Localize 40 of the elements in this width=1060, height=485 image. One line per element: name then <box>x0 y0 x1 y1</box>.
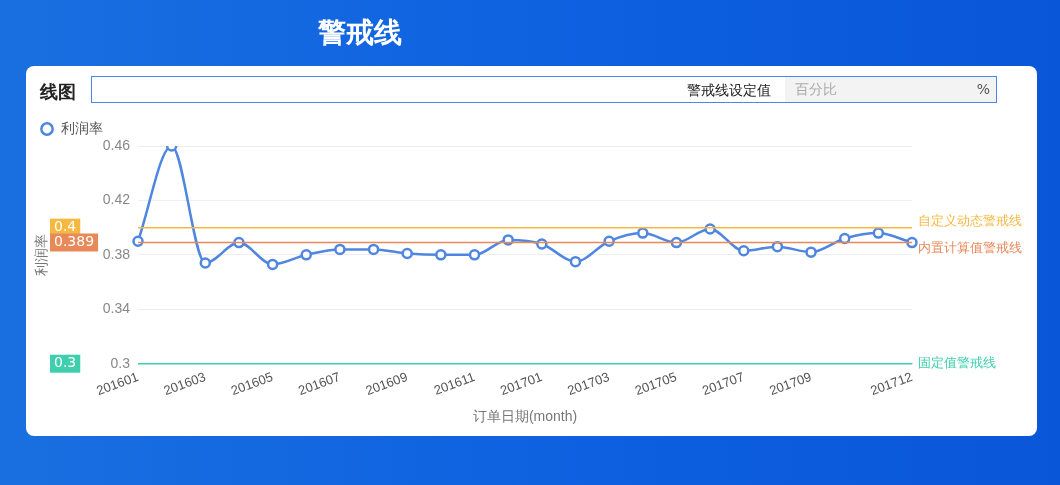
point <box>637 227 649 239</box>
y-tick-label: 0.46 <box>102 136 131 153</box>
point <box>300 249 313 261</box>
chart-title: 警戒线 <box>317 15 403 51</box>
y-tick-label: 0.42 <box>102 191 131 208</box>
input-field: 警戒线设定值 百分比 % <box>91 76 997 103</box>
point <box>199 257 212 269</box>
point <box>805 246 817 258</box>
point <box>569 255 582 268</box>
y-tick-label: 0.34 <box>102 300 131 317</box>
x-axis-title: 订单日期(month) <box>472 408 578 425</box>
x-tick-label: 201703 <box>565 369 612 399</box>
x-tick-label: 201611 <box>431 369 477 398</box>
point <box>266 258 279 271</box>
point <box>401 247 413 260</box>
point <box>737 245 750 257</box>
point <box>872 227 885 239</box>
point <box>468 249 481 261</box>
y-tick-label: 0.3 <box>110 354 131 371</box>
point <box>132 235 144 247</box>
point <box>435 249 447 261</box>
x-tick-label: 201601 <box>94 369 141 399</box>
ref-line-label: 固定值警戒线 <box>918 355 996 371</box>
point <box>367 243 380 256</box>
x-tick-label: 201712 <box>868 369 915 399</box>
y-axis-title: 利润率 <box>33 233 50 276</box>
point <box>838 232 851 245</box>
text: 0.3 <box>54 354 77 371</box>
ref-line-label: 自定义动态警戒线 <box>918 212 1022 228</box>
chart-subtitle: 线图 <box>40 80 76 104</box>
legend-label: 利润率 <box>61 119 103 136</box>
text: 0.4 <box>54 218 77 235</box>
text: 0.389 <box>54 233 95 250</box>
ref-line-label: 内置计算值警戒线 <box>918 240 1022 256</box>
point <box>906 236 918 249</box>
point <box>771 240 784 253</box>
x-tick-label: 201609 <box>363 369 410 399</box>
y-tick-label: 0.38 <box>102 245 131 262</box>
point <box>334 243 346 256</box>
x-tick-label: 201701 <box>498 369 545 399</box>
